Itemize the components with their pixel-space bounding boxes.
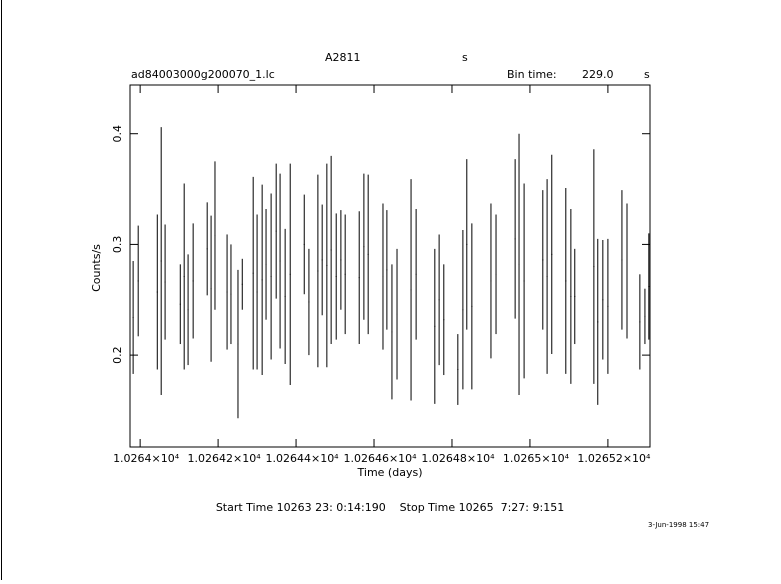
- x-tick-label: 1.0265×10⁴: [503, 452, 570, 465]
- time-range: Start Time 10263 23: 0:14:190 Stop Time …: [216, 501, 564, 514]
- bin-time: 229.0: [582, 68, 614, 81]
- y-tick-label: 0.2: [111, 346, 124, 364]
- bin-time-label: Bin time:: [507, 68, 557, 81]
- plot-frame: [129, 84, 651, 448]
- title-unit: s: [462, 51, 468, 64]
- y-tick-label: 0.4: [111, 125, 124, 143]
- x-tick-label: 1.02648×10⁴: [421, 452, 495, 465]
- y-axis-label: Counts/s: [90, 244, 103, 292]
- file-name: ad84003000g200070_1.lc: [131, 68, 275, 81]
- date-stamp: 3-Jun-1998 15:47: [648, 521, 709, 529]
- x-axis-label: Time (days): [357, 466, 423, 479]
- x-tick-label: 1.02642×10⁴: [188, 452, 262, 465]
- x-tick-label: 1.0264×10⁴: [113, 452, 180, 465]
- y-tick-label: 0.3: [111, 236, 124, 254]
- x-tick-label: 1.02646×10⁴: [343, 452, 417, 465]
- bin-time-unit: s: [644, 68, 650, 81]
- chart-title: A2811: [325, 51, 361, 64]
- x-tick-label: 1.02652×10⁴: [577, 452, 651, 465]
- x-tick-label: 1.02644×10⁴: [265, 452, 339, 465]
